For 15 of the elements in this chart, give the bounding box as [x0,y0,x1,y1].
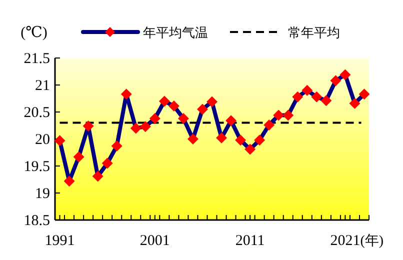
y-tick-label: 21 [35,78,50,94]
y-tick-label: 20.5 [24,105,50,121]
y-axis-title: (℃) [20,25,48,41]
x-tick-label: 2021 [330,233,360,249]
y-tick-label: 19.5 [24,159,50,175]
legend-label: 常年平均 [288,25,340,40]
x-tick-label: 2011 [235,233,265,249]
x-axis-title: (年) [360,233,384,249]
x-tick-label: 1991 [44,233,75,249]
y-tick-label: 18.5 [24,213,50,229]
y-tick-label: 21.5 [24,51,50,67]
x-tick-label: 2001 [140,233,170,249]
y-tick-label: 20 [35,132,50,148]
legend-label: 年平均气温 [143,25,208,40]
y-tick-label: 19 [35,186,50,202]
